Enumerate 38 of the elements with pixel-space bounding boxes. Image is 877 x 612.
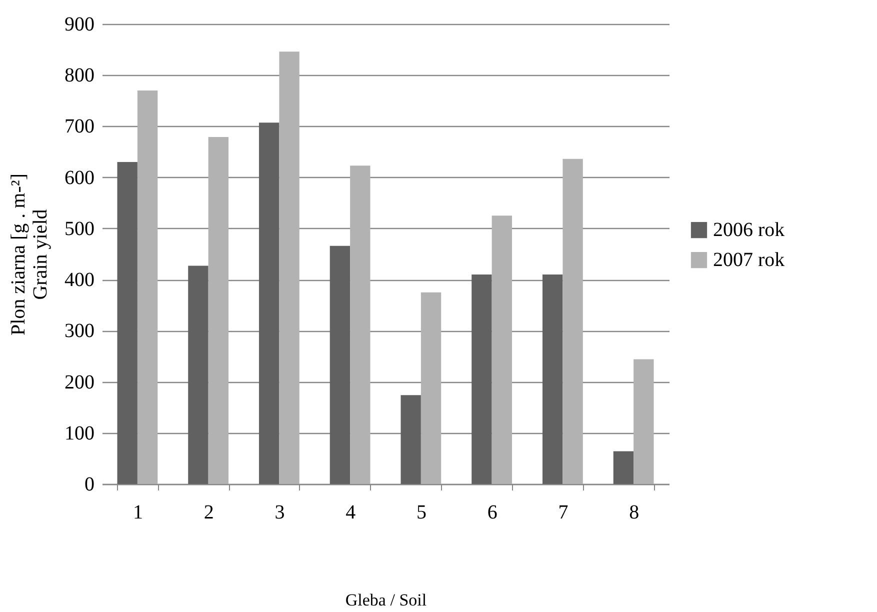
y-tick-label: 100 bbox=[64, 422, 94, 444]
bar bbox=[492, 216, 512, 484]
bar bbox=[137, 90, 158, 484]
bar bbox=[562, 158, 583, 484]
x-tick-label: 3 bbox=[274, 502, 285, 524]
y-tick-label: 400 bbox=[64, 269, 94, 292]
y-tick-label: 200 bbox=[64, 371, 94, 394]
y-tick-label: 0 bbox=[84, 474, 94, 496]
bar bbox=[188, 266, 208, 484]
legend-label: 2007 rok bbox=[713, 249, 785, 271]
x-tick-label: 4 bbox=[346, 502, 356, 524]
y-axis-title: Plon ziarna [g . m-²] Grain yield bbox=[8, 173, 52, 336]
x-tick-label: 7 bbox=[558, 502, 568, 524]
y-tick-label: 800 bbox=[64, 64, 94, 87]
y-tick-label: 300 bbox=[64, 320, 94, 342]
bar bbox=[420, 292, 442, 484]
y-tick-label: 500 bbox=[64, 218, 94, 240]
x-tick-label: 1 bbox=[132, 502, 143, 524]
bar bbox=[350, 166, 370, 484]
bar bbox=[117, 162, 138, 484]
x-tick-label: 5 bbox=[416, 502, 426, 524]
bar bbox=[400, 395, 421, 484]
bar bbox=[279, 52, 300, 484]
bar bbox=[613, 451, 634, 484]
y-tick-label: 700 bbox=[64, 116, 94, 138]
legend-label: 2006 rok bbox=[713, 219, 785, 241]
x-axis-title: Gleba / Soil bbox=[345, 590, 427, 610]
bar bbox=[258, 122, 280, 484]
x-tick-label: 6 bbox=[487, 502, 498, 524]
bar bbox=[330, 246, 350, 484]
bar bbox=[472, 274, 492, 484]
x-tick-label: 2 bbox=[204, 502, 214, 524]
y-tick-label: 900 bbox=[64, 14, 94, 36]
bar bbox=[208, 136, 229, 484]
bar bbox=[542, 274, 563, 484]
bar bbox=[634, 359, 654, 484]
y-tick-label: 600 bbox=[64, 166, 94, 189]
x-tick-label: 8 bbox=[629, 502, 640, 524]
